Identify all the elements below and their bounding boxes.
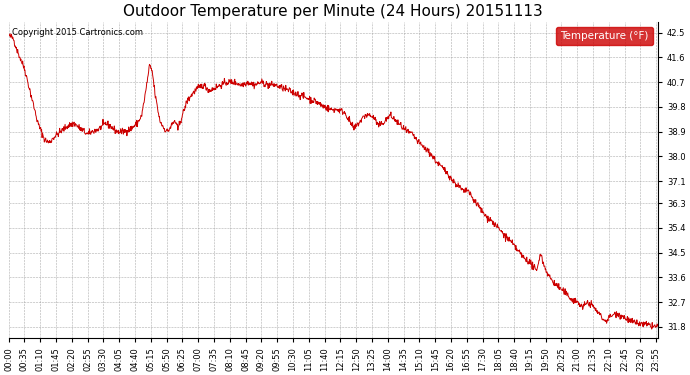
Temperature (°F) <box>6 32 14 36</box>
Temperature (°F) <box>648 327 656 332</box>
Legend: Temperature (°F): Temperature (°F) <box>556 27 653 45</box>
Temperature (°F) <box>578 302 586 306</box>
Temperature (°F) <box>654 323 662 328</box>
Temperature (°F) <box>150 79 158 83</box>
Temperature (°F) <box>5 32 13 37</box>
Temperature (°F) <box>520 256 528 261</box>
Text: Copyright 2015 Cartronics.com: Copyright 2015 Cartronics.com <box>12 28 143 37</box>
Line: Temperature (°F): Temperature (°F) <box>9 34 658 329</box>
Title: Outdoor Temperature per Minute (24 Hours) 20151113: Outdoor Temperature per Minute (24 Hours… <box>124 4 543 19</box>
Temperature (°F) <box>222 83 230 88</box>
Temperature (°F) <box>435 162 444 167</box>
Temperature (°F) <box>134 121 142 125</box>
